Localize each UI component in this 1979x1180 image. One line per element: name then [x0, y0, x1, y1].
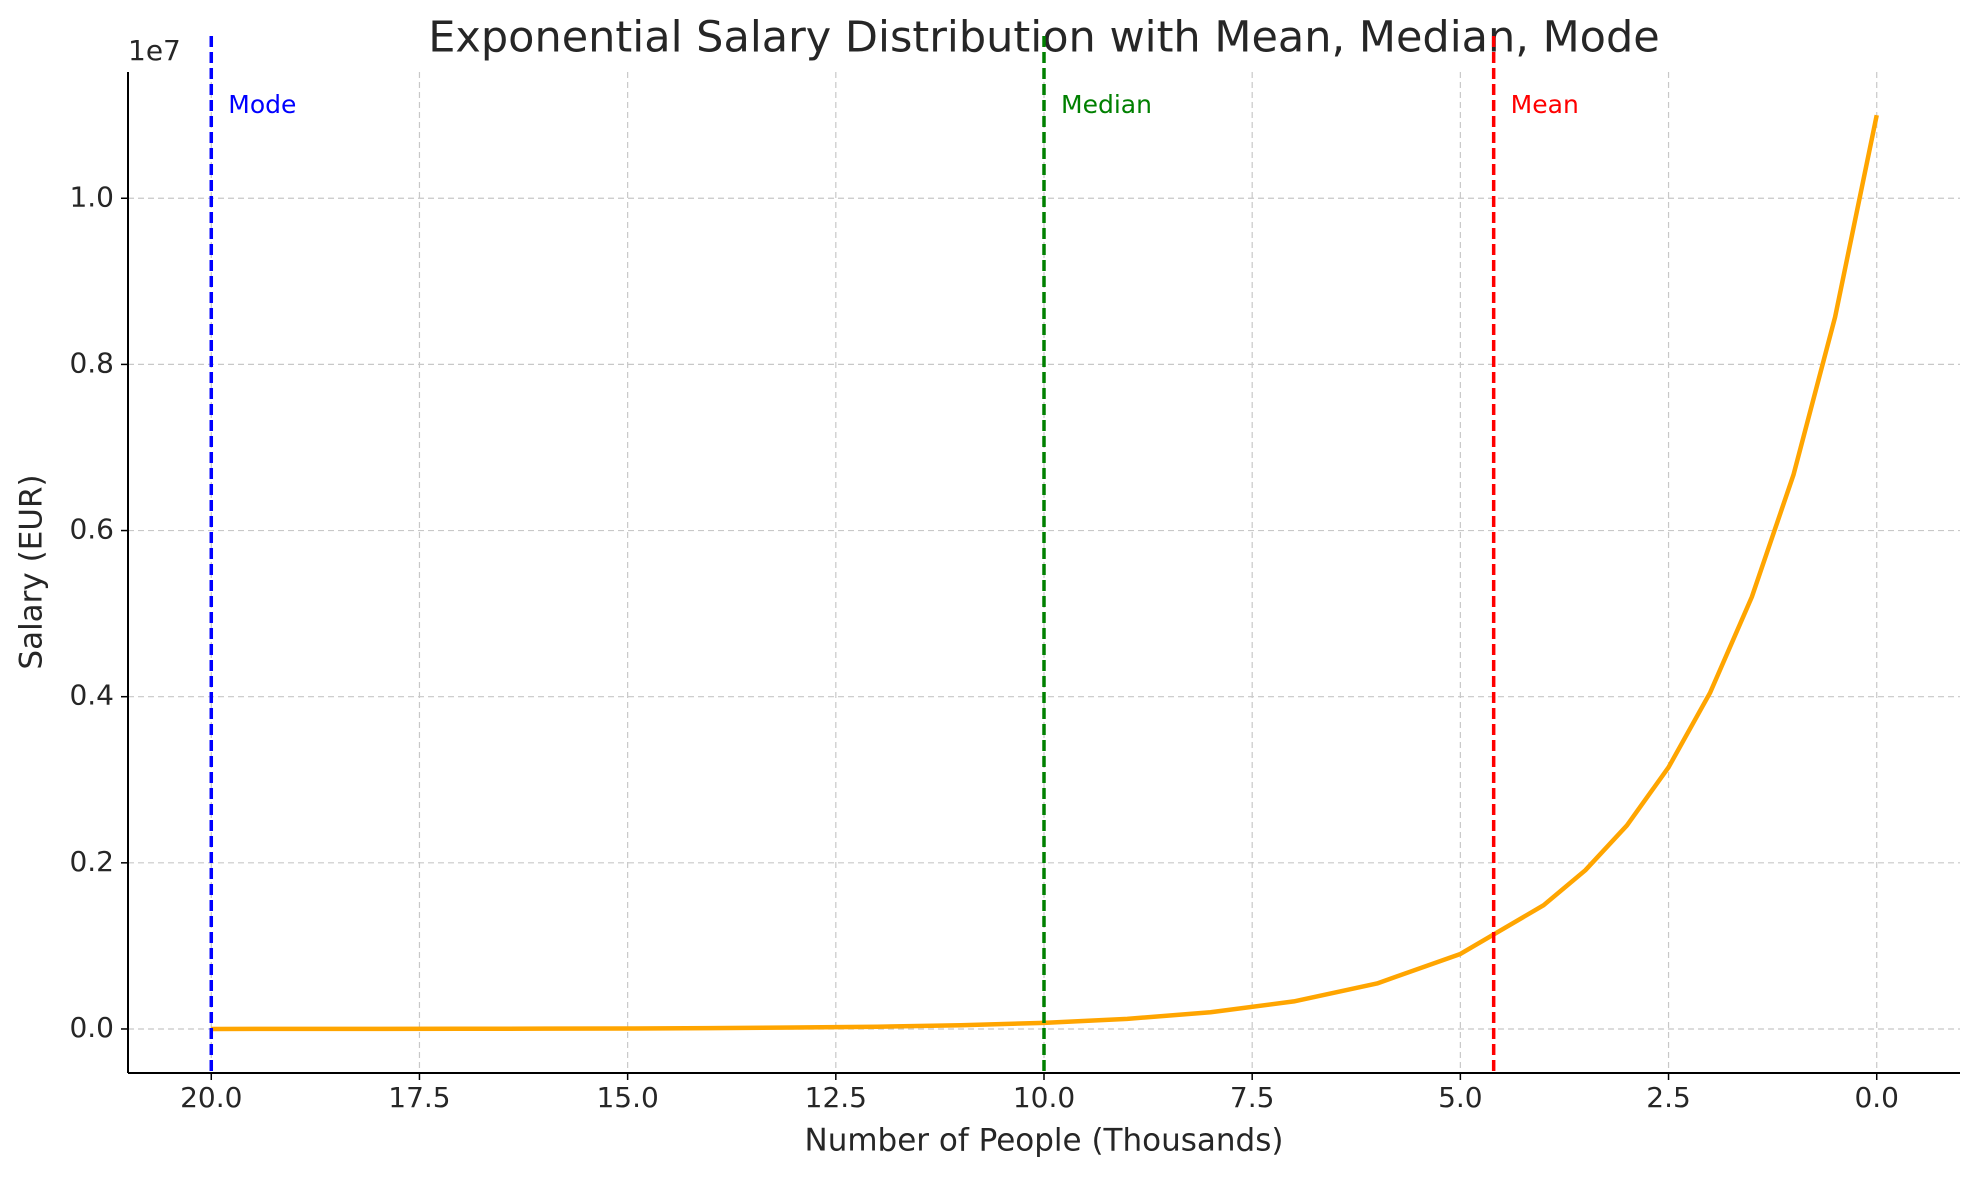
reference-label: Mean — [1511, 90, 1579, 119]
x-tick-label: 2.5 — [1646, 1081, 1691, 1114]
y-tick-label: 0.2 — [69, 845, 114, 878]
x-tick-label: 0.0 — [1854, 1081, 1899, 1114]
y-tick-label: 0.6 — [69, 513, 114, 546]
x-tick-label: 15.0 — [596, 1081, 658, 1114]
y-offset-label: 1e7 — [128, 34, 181, 67]
y-tick-label: 0.4 — [69, 679, 114, 712]
x-tick-label: 5.0 — [1438, 1081, 1483, 1114]
y-axis-label: Salary (EUR) — [14, 474, 50, 669]
x-tick-label: 12.5 — [805, 1081, 867, 1114]
x-tick-label: 7.5 — [1230, 1081, 1275, 1114]
x-tick-label: 20.0 — [180, 1081, 242, 1114]
x-axis-label: Number of People (Thousands) — [805, 1123, 1284, 1159]
reference-label: Mode — [228, 90, 296, 119]
y-tick-label: 0.0 — [69, 1011, 114, 1044]
line-series — [211, 114, 1879, 1032]
y-tick-label: 0.8 — [69, 346, 114, 379]
reference-label: Median — [1061, 90, 1152, 119]
y-tick-label: 1.0 — [69, 180, 114, 213]
x-tick-label: 17.5 — [388, 1081, 450, 1114]
x-tick-label: 10.0 — [1013, 1081, 1075, 1114]
